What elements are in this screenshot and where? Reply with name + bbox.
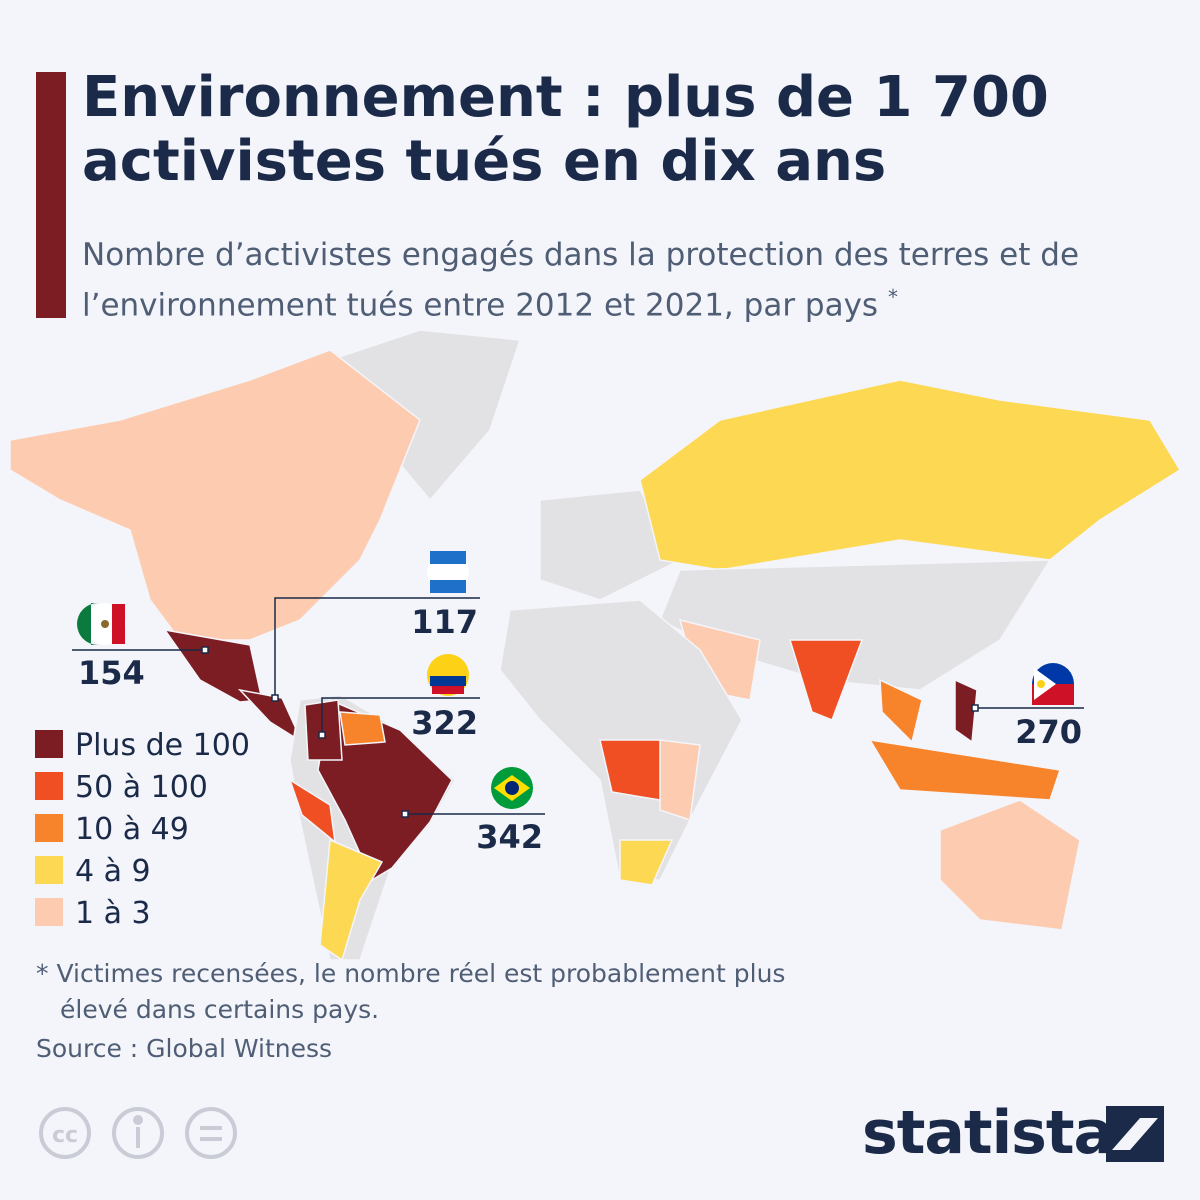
anchor <box>318 731 326 739</box>
drc <box>599 739 661 801</box>
source: Source : Global Witness <box>36 1034 333 1063</box>
legend-swatch <box>35 772 63 800</box>
legend-label: 50 à 100 <box>75 770 208 805</box>
callout-value: 322 <box>411 704 478 742</box>
legend-label: Plus de 100 <box>75 728 250 763</box>
callout-lines <box>72 597 1084 815</box>
cc-icon <box>39 1107 91 1159</box>
indonesia <box>868 739 1061 801</box>
anchor <box>271 694 279 702</box>
australia <box>939 799 1081 931</box>
se-asia <box>879 678 923 744</box>
nd-icon <box>185 1107 237 1159</box>
cc-glyph: cc <box>52 1123 78 1148</box>
callout-value: 154 <box>78 654 145 692</box>
legend-swatch <box>35 856 63 884</box>
license-icons: cc <box>39 1107 237 1159</box>
legend-label: 10 à 49 <box>75 812 189 847</box>
flag-philippines <box>1032 663 1074 705</box>
anchors <box>201 646 979 818</box>
countries <box>9 329 1182 962</box>
india <box>788 639 864 721</box>
by-icon <box>112 1107 164 1159</box>
europe <box>539 489 682 601</box>
colombia <box>304 699 343 761</box>
anchor <box>401 810 409 818</box>
brand-icon <box>1106 1106 1164 1162</box>
russia <box>639 379 1182 571</box>
subtitle-mark: * <box>887 285 898 309</box>
flag-colombia <box>427 654 469 696</box>
legend-label: 1 à 3 <box>75 896 151 931</box>
southern-cone <box>319 838 384 962</box>
anchor <box>201 646 209 654</box>
callout-labels: 154 117 322 342 270 <box>78 603 1082 856</box>
flag-brazil <box>491 767 533 809</box>
flag-mexico <box>77 603 126 645</box>
title: Environnement : plus de 1 700 activistes… <box>82 65 1049 194</box>
venezuela <box>339 711 386 746</box>
accent-bar <box>36 72 66 318</box>
legend: Plus de 100 50 à 100 10 à 49 4 à 9 1 à 3 <box>35 728 250 931</box>
footnote: * Victimes recensées, le nombre réel est… <box>36 959 786 1024</box>
flag-honduras <box>427 551 469 593</box>
callout-value: 270 <box>1015 713 1082 751</box>
callout-value: 117 <box>411 603 478 641</box>
legend-label: 4 à 9 <box>75 854 151 889</box>
legend-swatch <box>35 898 63 926</box>
subtitle-text: Nombre d’activistes engagés dans la prot… <box>82 237 1080 324</box>
legend-swatch <box>35 814 63 842</box>
anchor <box>971 704 979 712</box>
flags <box>77 551 1074 809</box>
leader-line <box>274 597 480 698</box>
south-africa <box>619 839 674 886</box>
brand: statista <box>862 1098 1114 1168</box>
callout-value: 342 <box>476 818 543 856</box>
leader-line <box>321 697 480 735</box>
legend-swatch <box>35 730 63 758</box>
philippines <box>954 678 978 744</box>
north-america <box>9 349 421 641</box>
subtitle: Nombre d’activistes engagés dans la prot… <box>82 234 1182 326</box>
